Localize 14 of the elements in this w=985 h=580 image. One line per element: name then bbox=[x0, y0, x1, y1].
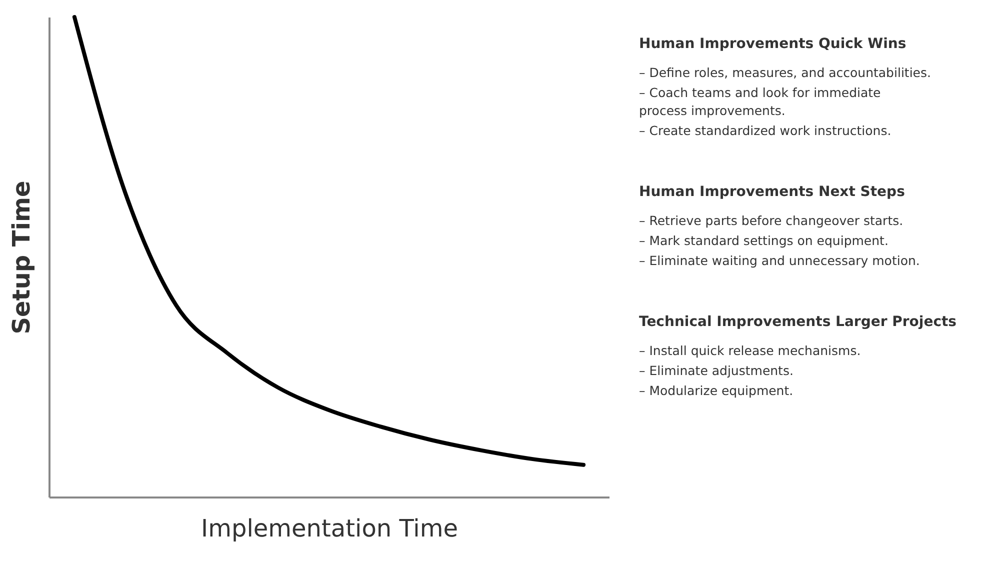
text: – Modularize equipment. bbox=[639, 383, 794, 398]
text: – Eliminate adjustments. bbox=[639, 363, 794, 378]
text: Human Improvements Next Steps bbox=[639, 184, 905, 200]
text: – Coach teams and look for immediate process improvements. bbox=[639, 85, 882, 118]
text: – Create standardized work instructions. bbox=[639, 123, 892, 138]
text: – Eliminate waiting and unnecessary motion. bbox=[639, 253, 920, 268]
y-axis-title: Setup Time bbox=[8, 180, 36, 334]
text: – Install quick release mechanisms. bbox=[639, 343, 861, 358]
text: – Define roles, measures, and accountabilities. bbox=[639, 65, 931, 80]
text: – Retrieve parts before changeover starts. bbox=[639, 213, 904, 228]
text: – Mark standard settings on equipment. bbox=[639, 233, 888, 248]
x-axis-title: Implementation Time bbox=[201, 514, 458, 542]
text: Technical Improvements Larger Projects bbox=[639, 314, 957, 330]
text: Human Improvements Quick Wins bbox=[639, 36, 906, 52]
